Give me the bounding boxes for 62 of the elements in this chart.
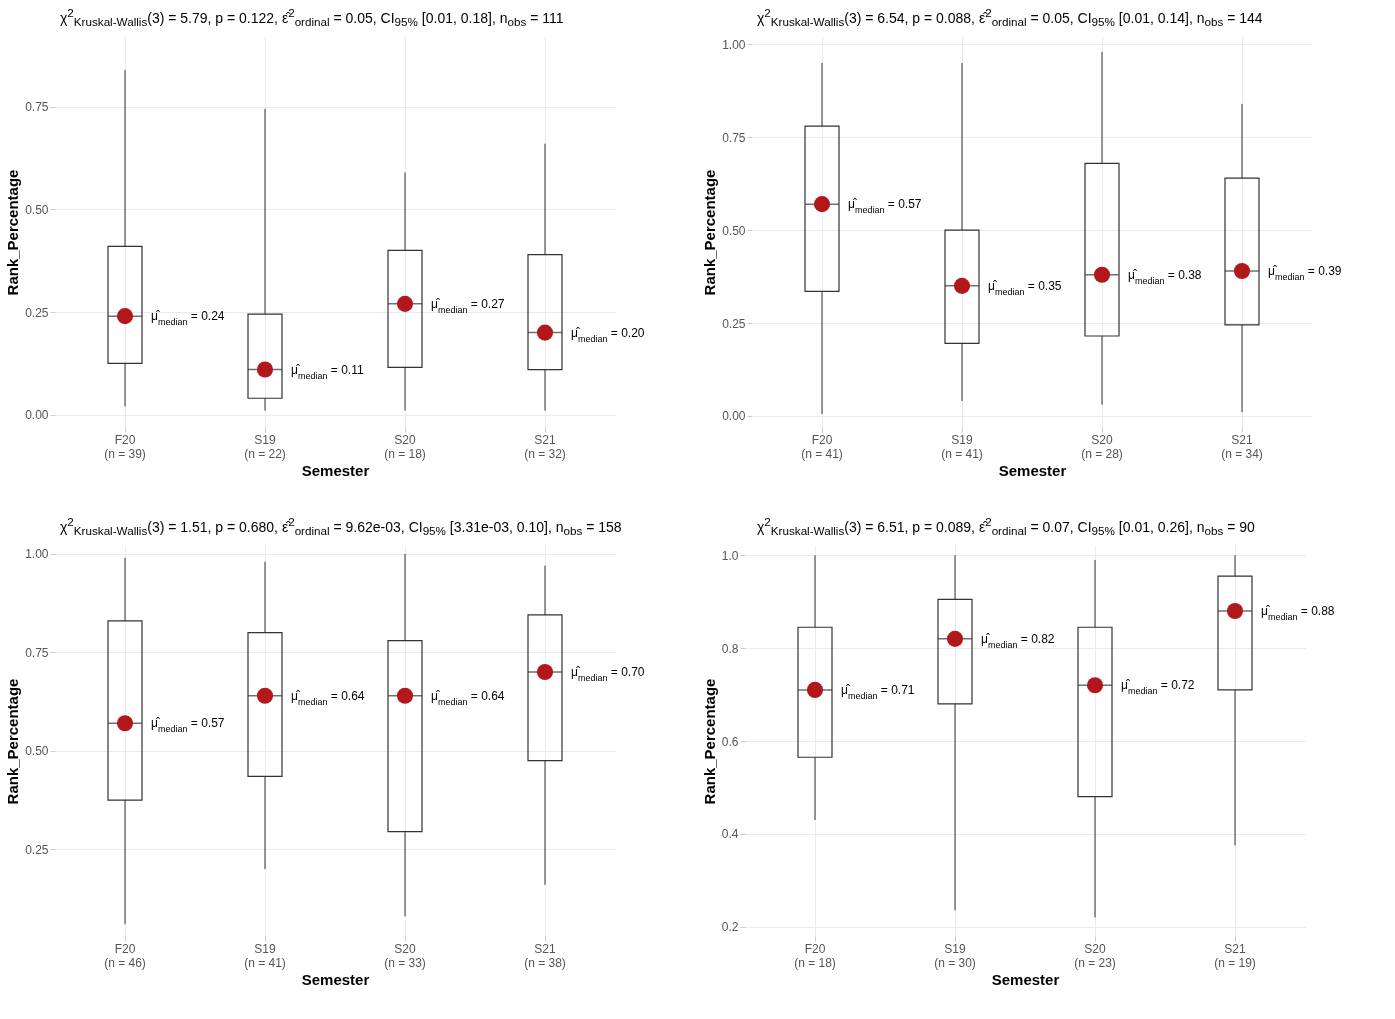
y-tick-label: 1.00 — [722, 37, 746, 52]
y-tick-label: 0.25 — [25, 842, 49, 857]
y-tick-label: 0.75 — [25, 645, 49, 660]
x-axis-title: Semester — [301, 970, 370, 988]
y-tick-label: 0.2 — [721, 920, 739, 935]
annotation: μ̂$_{median}$ = 0.11 — [291, 362, 364, 381]
x-tick-label: F20 (n = 46) — [104, 941, 146, 970]
annotation: μ̂$_{median}$ = 0.57 — [151, 716, 225, 735]
annotation: μ̂$_{median}$ = 0.24 — [151, 309, 225, 328]
annotation: μ̂$_{median}$ = 0.20 — [571, 325, 645, 344]
y-tick-label: 0.25 — [25, 305, 49, 320]
y-tick-label: 0.00 — [722, 409, 746, 424]
y-tick-label: 0.6 — [721, 734, 739, 749]
annotation: μ̂$_{median}$ = 0.35 — [988, 278, 1062, 297]
y-axis-title: Rank_Percentage — [4, 169, 22, 296]
x-axis-title: Semester — [998, 461, 1067, 479]
x-tick-label: S21 (n = 38) — [524, 941, 566, 970]
x-tick-label: S20 (n = 23) — [1074, 941, 1116, 970]
y-tick-label: 1.0 — [721, 548, 739, 563]
annotation: μ̂$_{median}$ = 0.71 — [841, 682, 915, 701]
x-tick-label: F20 (n = 41) — [801, 432, 843, 461]
y-axis-title: Rank_Percentage — [701, 169, 719, 296]
x-tick-label: S20 (n = 18) — [384, 432, 426, 461]
annotation: μ̂$_{median}$ = 0.82 — [981, 631, 1055, 650]
annotation: μ̂$_{median}$ = 0.39 — [1268, 264, 1342, 282]
x-tick-label: S20 (n = 33) — [384, 941, 426, 970]
y-tick-label: 0.50 — [25, 744, 49, 759]
x-axis-title: Semester — [301, 461, 370, 479]
y-axis-title: Rank_Percentage — [700, 678, 718, 805]
x-tick-label: S19 (n = 41) — [941, 432, 983, 461]
y-tick-label: 0.00 — [25, 408, 49, 423]
y-tick-label: 0.4 — [721, 827, 739, 842]
x-tick-label: F20 (n = 39) — [104, 432, 146, 461]
y-tick-label: 0.75 — [25, 100, 49, 115]
x-tick-label: S20 (n = 28) — [1081, 432, 1123, 461]
chart-title: χ$^{2}$$_{Kruskal-Wallis}$(3) = 6.51, p = 0.089, ε̂$^{2}$$_{ordinal}$ = 0.07, CI$_{95%}$ [0.01, 0.26], n$_{obs}$ = 90 — [757, 515, 1255, 538]
y-tick-label: 0.50 — [722, 223, 746, 238]
annotation: μ̂$_{median}$ = 0.64 — [431, 688, 505, 707]
annotation: μ̂$_{median}$ = 0.88 — [1261, 604, 1335, 622]
annotation: μ̂$_{median}$ = 0.64 — [291, 688, 365, 707]
x-tick-label: S21 (n = 32) — [524, 432, 566, 461]
x-tick-label: S21 (n = 34) — [1221, 432, 1263, 461]
annotation: μ̂$_{median}$ = 0.38 — [1128, 267, 1202, 286]
x-tick-label: S19 (n = 30) — [934, 941, 976, 970]
x-tick-label: S19 (n = 22) — [244, 432, 286, 461]
annotation: μ̂$_{median}$ = 0.72 — [1121, 678, 1195, 697]
annotation: μ̂$_{median}$ = 0.27 — [431, 296, 505, 315]
chart-title: χ$^{2}$$_{Kruskal-Wallis}$(3) = 6.54, p = 0.088, ε̂$^{2}$$_{ordinal}$ = 0.05, CI$_{95%}$ [0.01, 0.14], n$_{obs}$ = 144 — [757, 6, 1263, 29]
x-tick-label: S19 (n = 41) — [244, 941, 286, 970]
y-tick-label: 0.50 — [25, 202, 49, 217]
y-tick-label: 0.25 — [722, 316, 746, 331]
y-tick-label: 0.8 — [721, 641, 739, 656]
x-tick-label: S21 (n = 19) — [1214, 941, 1256, 970]
y-axis-title: Rank_Percentage — [4, 678, 22, 805]
y-tick-label: 1.00 — [25, 547, 49, 562]
x-tick-label: F20 (n = 18) — [794, 941, 836, 970]
annotation: μ̂$_{median}$ = 0.70 — [571, 665, 645, 684]
annotation: μ̂$_{median}$ = 0.57 — [848, 197, 922, 216]
x-axis-title: Semester — [991, 970, 1060, 988]
chart-title: χ$^{2}$$_{Kruskal-Wallis}$(3) = 5.79, p = 0.122, ε̂$^{2}$$_{ordinal}$ = 0.05, CI$_{95%}$ [0.01, 0.18], n$_{obs}$ = 111 — [60, 6, 564, 29]
y-tick-label: 0.75 — [722, 130, 746, 145]
chart-title: χ$^{2}$$_{Kruskal-Wallis}$(3) = 1.51, p = 0.680, ε̂$^{2}$$_{ordinal}$ = 9.62e-03, CI$_{95%}$ [3.31e-03, 0.10], n$_{obs}$ = 158 — [60, 515, 622, 538]
